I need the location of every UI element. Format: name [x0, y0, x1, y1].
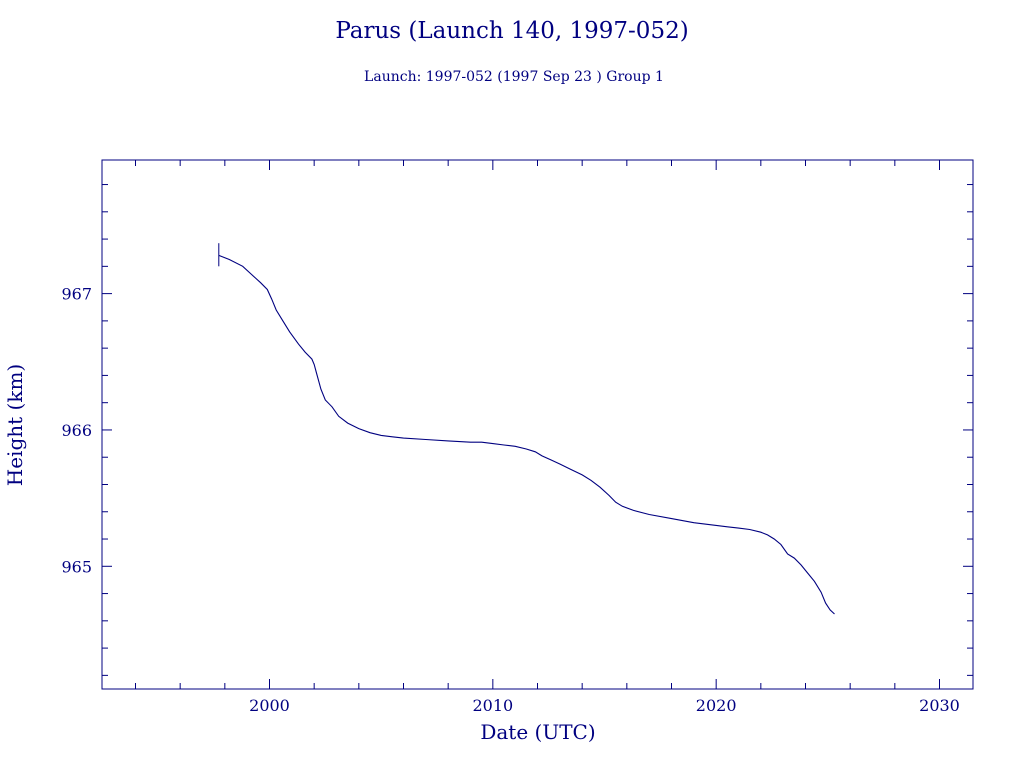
x-axis-label: Date (UTC) [480, 720, 595, 744]
axis-tick-labels: 2000 2010 2020 2030 965 966 967 [61, 285, 959, 715]
data-series-line [218, 254, 835, 615]
chart-subtitle: Launch: 1997-052 (1997 Sep 23 ) Group 1 [364, 69, 664, 85]
y-axis-label: Height (km) [3, 364, 27, 486]
axis-ticks [102, 160, 973, 689]
y-tick-label: 965 [61, 557, 92, 576]
plot-frame [101, 159, 974, 690]
x-tick-label: 2000 [249, 696, 290, 715]
y-tick-label: 967 [61, 285, 92, 304]
x-tick-label: 2030 [919, 696, 960, 715]
x-tick-label: 2010 [472, 696, 513, 715]
y-tick-label: 966 [61, 421, 92, 440]
x-tick-label: 2020 [696, 696, 737, 715]
chart-title: Parus (Launch 140, 1997-052) [335, 18, 688, 44]
